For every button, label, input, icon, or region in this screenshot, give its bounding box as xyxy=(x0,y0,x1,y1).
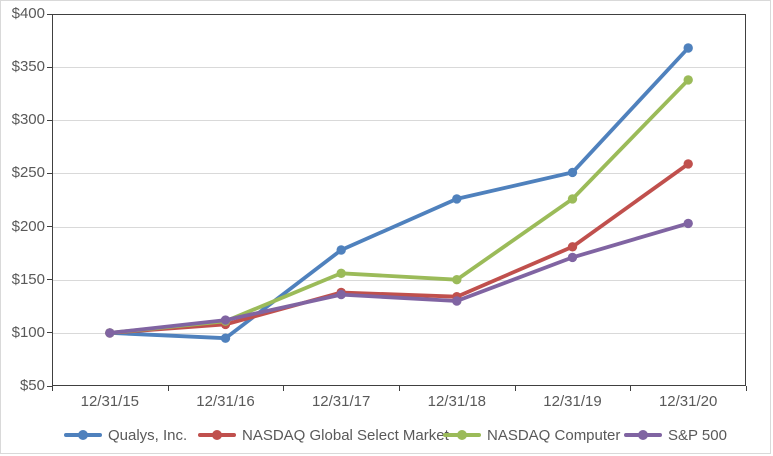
series-line-qualys-inc- xyxy=(107,46,691,341)
legend-item-nasdaq-computer: NASDAQ Computer xyxy=(443,425,620,445)
data-point-marker xyxy=(567,194,578,204)
series-line-nasdaq-global-select-market xyxy=(107,161,691,335)
plot-area xyxy=(52,14,746,386)
x-axis-tick xyxy=(52,386,53,391)
series-line-s-p-500 xyxy=(107,221,691,335)
y-axis-tick xyxy=(47,172,52,174)
gridline-200 xyxy=(53,226,745,228)
gridline-250 xyxy=(53,173,745,175)
legend-item-qualys-inc-: Qualys, Inc. xyxy=(64,425,187,445)
x-axis-tick xyxy=(399,386,400,391)
y-axis-label: $100 xyxy=(11,323,45,341)
legend-item-nasdaq-global-select-market: NASDAQ Global Select Market xyxy=(198,425,449,445)
legend-marker-icon xyxy=(212,430,222,440)
y-axis-label: $50 xyxy=(19,377,45,394)
x-axis-label: 12/31/20 xyxy=(658,393,718,410)
y-axis-tick xyxy=(47,385,52,387)
data-point-marker xyxy=(220,333,231,343)
legend-label: NASDAQ Global Select Market xyxy=(242,426,449,444)
data-point-marker xyxy=(336,289,346,300)
legend-marker-icon xyxy=(638,430,648,440)
legend-marker-icon xyxy=(78,430,88,440)
y-axis-tick xyxy=(47,13,52,15)
data-point-marker xyxy=(336,245,346,255)
data-point-marker xyxy=(683,43,693,53)
data-point-marker xyxy=(105,328,115,338)
legend-line-marker-icon xyxy=(198,430,236,440)
legend-line-marker-icon xyxy=(624,430,662,440)
y-axis-tick xyxy=(47,279,52,281)
data-point-marker xyxy=(683,75,693,85)
x-axis-tick xyxy=(746,386,747,391)
x-axis-tick xyxy=(630,386,632,391)
y-axis-label: $400 xyxy=(11,5,45,22)
y-axis-label: $250 xyxy=(11,164,45,182)
y-axis-tick xyxy=(47,332,52,334)
x-axis-label: 12/31/18 xyxy=(427,393,487,410)
legend-line-marker-icon xyxy=(64,430,102,440)
data-point-marker xyxy=(452,194,462,204)
x-axis-tick xyxy=(167,386,169,391)
data-point-marker xyxy=(452,275,462,285)
y-axis-label: $300 xyxy=(11,111,45,129)
data-point-marker xyxy=(683,218,693,229)
x-axis-tick xyxy=(283,386,285,391)
x-axis-tick xyxy=(514,386,516,391)
legend-marker-icon xyxy=(457,430,467,440)
legend-item-s-p-500: S&P 500 xyxy=(624,425,727,445)
legend-line-marker-icon xyxy=(443,430,481,440)
data-point-marker xyxy=(452,296,462,306)
data-point-marker xyxy=(683,159,693,169)
x-axis-label: 12/31/17 xyxy=(311,393,371,410)
data-point-marker xyxy=(220,315,231,325)
y-axis-label: $150 xyxy=(11,270,45,288)
y-axis-tick xyxy=(47,226,52,228)
y-axis-tick xyxy=(47,66,52,68)
legend-label: Qualys, Inc. xyxy=(108,426,188,444)
gridline-300 xyxy=(53,120,745,122)
gridline-150 xyxy=(53,279,745,281)
y-axis-label: $200 xyxy=(11,217,45,235)
y-axis-tick xyxy=(47,119,52,121)
legend-label: NASDAQ Computer xyxy=(487,426,621,444)
data-point-marker xyxy=(336,268,346,278)
data-point-marker xyxy=(567,242,578,252)
y-axis-label: $350 xyxy=(11,58,45,76)
gridline-350 xyxy=(53,67,745,69)
series-lines xyxy=(105,43,693,343)
x-axis-label: 12/31/15 xyxy=(80,393,140,410)
x-axis-label: 12/31/19 xyxy=(543,393,602,410)
gridline-100 xyxy=(53,332,745,334)
x-axis-label: 12/31/16 xyxy=(196,393,255,410)
data-point-marker xyxy=(567,252,578,263)
data-point-marker xyxy=(567,167,578,178)
legend: Qualys, Inc. NASDAQ Global Select Market N… xyxy=(1,425,772,447)
legend-label: S&P 500 xyxy=(668,426,727,444)
